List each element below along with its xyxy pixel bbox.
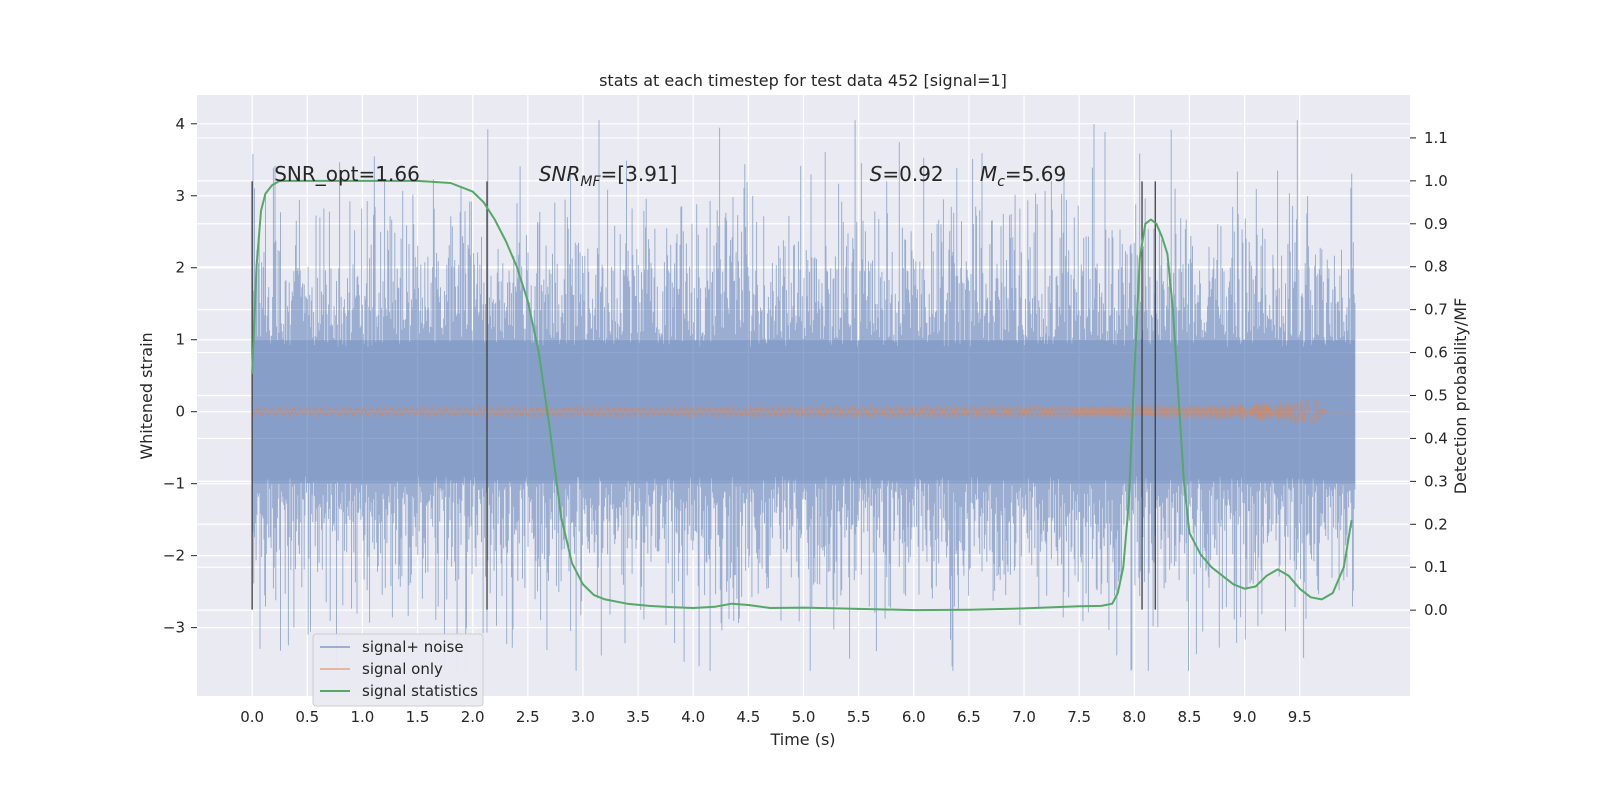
x-tick-label: 9.0 bbox=[1233, 708, 1257, 726]
x-tick-label: 0.0 bbox=[240, 708, 264, 726]
x-tick-label: 4.0 bbox=[681, 708, 705, 726]
right-y-tick-label: 1.0 bbox=[1424, 172, 1448, 190]
x-tick-label: 8.0 bbox=[1122, 708, 1146, 726]
signal-only-series bbox=[251, 397, 1355, 424]
right-y-tick-label: 0.8 bbox=[1424, 258, 1448, 276]
right-y-tick-label: 0.7 bbox=[1424, 301, 1448, 319]
annotations: SNR_opt=1.66 SNRMF=[3.91] S=0.92 Mc=5.69 bbox=[274, 162, 1066, 190]
right-y-tick-label: 0.2 bbox=[1424, 515, 1448, 533]
left-y-tick-label: 1 bbox=[175, 331, 185, 349]
x-tick-label: 6.0 bbox=[902, 708, 926, 726]
annotation-text: S=0.92 bbox=[870, 162, 944, 186]
left-y-tick-label: 3 bbox=[175, 187, 185, 205]
chart-title: stats at each timestep for test data 452… bbox=[599, 71, 1007, 90]
right-y-tick-label: 0.9 bbox=[1424, 215, 1448, 233]
legend-label-signal-noise: signal+ noise bbox=[362, 638, 464, 656]
left-y-tick-label: −1 bbox=[163, 475, 185, 493]
x-axis-ticks: 0.0 0.5 1.0 1.5 2.0 2.5 3.0 3.5 4.0 4.5 5.0 5.5 6.0 6… bbox=[240, 708, 1311, 726]
right-y-tick-label: 0.4 bbox=[1424, 429, 1448, 447]
annotation-text: SNRMF=[3.91] bbox=[539, 162, 678, 190]
annotation-text: SNR_opt=1.66 bbox=[274, 162, 420, 186]
x-tick-label: 2.0 bbox=[461, 708, 485, 726]
x-tick-label: 5.5 bbox=[847, 708, 871, 726]
signal-statistics-series bbox=[251, 179, 1353, 612]
event-markers bbox=[251, 181, 1156, 610]
right-y-tick-label: 0.0 bbox=[1424, 601, 1448, 619]
legend-label-signal-statistics: signal statistics bbox=[362, 682, 478, 700]
left-y-tick-label: 4 bbox=[175, 115, 185, 133]
x-tick-label: 7.0 bbox=[1012, 708, 1036, 726]
right-y-tick-label: 1.1 bbox=[1424, 129, 1448, 147]
left-y-tick-label: −2 bbox=[163, 547, 185, 565]
right-y-axis-label: Detection probability/MF bbox=[1451, 298, 1470, 495]
left-y-axis-label: Whitened strain bbox=[137, 332, 156, 459]
x-tick-label: 8.5 bbox=[1178, 708, 1202, 726]
x-tick-label: 3.5 bbox=[626, 708, 650, 726]
left-y-tick-label: 2 bbox=[175, 259, 185, 277]
right-y-tick-label: 0.6 bbox=[1424, 344, 1448, 362]
x-tick-label: 3.0 bbox=[571, 708, 595, 726]
left-y-axis-ticks: 4 3 2 1 0 −1 −2 −3 bbox=[163, 115, 197, 637]
x-tick-label: 5.0 bbox=[792, 708, 816, 726]
signal-statistics-line bbox=[251, 179, 1353, 612]
legend-label-signal-only: signal only bbox=[362, 660, 443, 678]
x-tick-label: 1.5 bbox=[406, 708, 430, 726]
annotation-text: Mc=5.69 bbox=[980, 162, 1066, 190]
right-y-axis-ticks: 1.1 1.0 0.9 0.8 0.7 0.6 0.5 0.4 0.3 0.2 0.1 0.0 bbox=[1410, 129, 1448, 619]
x-tick-label: 6.5 bbox=[957, 708, 981, 726]
x-tick-label: 7.5 bbox=[1067, 708, 1091, 726]
right-y-tick-label: 0.3 bbox=[1424, 472, 1448, 490]
signal-only-trace bbox=[251, 397, 1355, 424]
x-tick-label: 9.5 bbox=[1288, 708, 1312, 726]
legend-box bbox=[312, 633, 484, 707]
legend: signal+ noise signal only signal statist… bbox=[312, 633, 484, 707]
left-y-tick-label: 0 bbox=[175, 403, 185, 421]
x-tick-label: 4.5 bbox=[736, 708, 760, 726]
x-tick-label: 2.5 bbox=[516, 708, 540, 726]
right-y-tick-label: 0.5 bbox=[1424, 387, 1448, 405]
right-y-tick-label: 0.1 bbox=[1424, 558, 1448, 576]
x-tick-label: 1.0 bbox=[350, 708, 374, 726]
x-tick-label: 0.5 bbox=[295, 708, 319, 726]
x-axis-label: Time (s) bbox=[769, 730, 835, 749]
left-y-tick-label: −3 bbox=[163, 619, 185, 637]
